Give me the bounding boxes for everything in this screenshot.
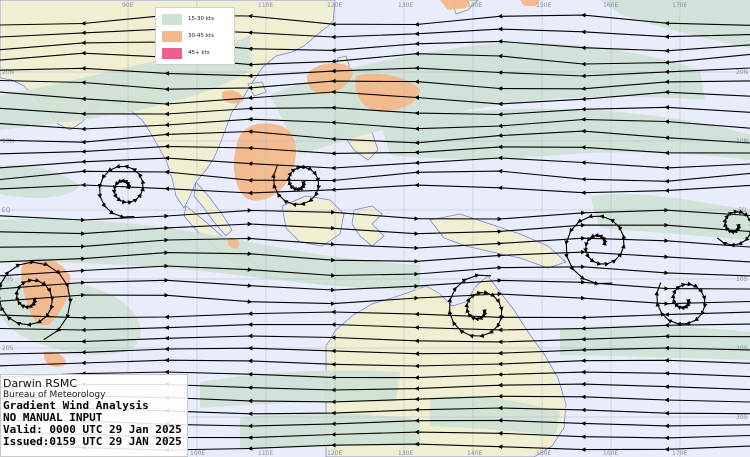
- lat-label-10s-right: 10S: [736, 276, 748, 283]
- streamline-circulation-south-china-sea: [271, 164, 322, 208]
- legend-item-15-30: 15-30 kts: [162, 13, 214, 25]
- lat-label-20s-right: 20S: [736, 345, 748, 352]
- lon-label-130e: 130E: [398, 2, 413, 9]
- longitude-labels-top: 90E 110E 120E 130E 140E 150E 160E 170E: [122, 2, 687, 9]
- legend-item-30-45: 30-45 kts: [162, 30, 214, 42]
- lon-label-140e-bottom: 140E: [467, 450, 482, 457]
- streamline-north-9: [0, 128, 750, 146]
- lon-label-110e-bottom: 110E: [258, 450, 273, 457]
- lon-label-170e-bottom: 170E: [672, 450, 687, 457]
- lat-label-10n-right: 10N: [736, 138, 748, 145]
- legend-label-15-30: 15-30 kts: [188, 16, 214, 22]
- product-title: Gradient Wind Analysis: [3, 399, 149, 412]
- lat-label-eq: EQ: [2, 207, 11, 214]
- streamlines-layer: [0, 12, 750, 453]
- lat-label-20n: 20N: [2, 69, 14, 76]
- streamline-north-1: [0, 26, 750, 40]
- lon-label-160e-bottom: 160E: [603, 450, 618, 457]
- streamline-north-2: [0, 39, 750, 54]
- lat-label-30s-right: 30S: [736, 414, 748, 421]
- streamline-south-25: [0, 357, 750, 369]
- streamline-circulation-coral-sea: [564, 213, 627, 286]
- legend-label-45-plus: 45+ kts: [188, 50, 210, 56]
- streamline-north-4: [0, 65, 750, 79]
- lon-label-140e: 140E: [467, 2, 482, 9]
- streamline-south-22: [0, 322, 750, 333]
- lon-label-110e: 110E: [258, 2, 273, 9]
- streamline-north-8: [0, 116, 750, 132]
- lat-label-20n-right: 20N: [736, 69, 748, 76]
- lon-label-120e-bottom: 120E: [327, 450, 342, 457]
- lat-label-20s: 20S: [2, 345, 14, 352]
- lon-label-170e: 170E: [672, 2, 687, 9]
- legend-swatch-45-plus: [162, 47, 182, 59]
- streamline-south-21: [0, 309, 750, 321]
- issuing-center: Darwin RSMC: [3, 377, 78, 390]
- streamline-equatorial-20: [0, 291, 750, 306]
- streamline-circulation-south-pacific: [654, 281, 708, 327]
- product-info-box: Darwin RSMC Bureau of Meteorology Gradie…: [0, 374, 188, 457]
- legend-swatch-15-30: [162, 13, 182, 25]
- streamline-south-24: [0, 345, 750, 357]
- streamline-north-10: [0, 144, 750, 156]
- lat-label-10n: 10N: [2, 138, 14, 145]
- longitude-labels-bottom: 100E 110E 120E 130E 140E 150E 160E 170E: [190, 450, 687, 457]
- wind-speed-legend: 15-30 kts 30-45 kts 45+ kts: [155, 7, 235, 65]
- streamline-cyclone-indian-ocean: [0, 259, 73, 341]
- lon-label-150e: 150E: [536, 2, 551, 9]
- streamline-circulation-north-australia: [447, 273, 505, 339]
- streamline-circulation-bay: [97, 163, 146, 219]
- streamline-north-6: [0, 89, 750, 107]
- streamline-south-23: [0, 333, 750, 345]
- lon-label-130e-bottom: 130E: [398, 450, 413, 457]
- streamline-north-7: [0, 105, 750, 117]
- valid-time: Valid: 0000 UTC 29 Jan 2025: [3, 423, 182, 436]
- streamline-south-26: [0, 369, 750, 380]
- legend-label-30-45: 30-45 kts: [188, 33, 214, 39]
- issued-time: Issued:0159 UTC 29 JAN 2025: [3, 435, 182, 448]
- streamline-north-0: [0, 12, 750, 27]
- streamline-circulation-east-edge: [716, 209, 750, 248]
- legend-item-45-plus: 45+ kts: [162, 47, 210, 59]
- lon-label-120e: 120E: [327, 2, 342, 9]
- streamline-north-11: [0, 155, 750, 171]
- legend-swatch-30-45: [162, 30, 182, 42]
- lon-label-150e-bottom: 150E: [536, 450, 551, 457]
- lon-label-90e: 90E: [122, 2, 134, 9]
- streamline-north-3: [0, 50, 750, 67]
- bureau-name: Bureau of Meteorology: [3, 390, 106, 400]
- streamline-north-5: [0, 78, 750, 92]
- lon-label-160e: 160E: [603, 2, 618, 9]
- input-status: NO MANUAL INPUT: [3, 411, 103, 424]
- lon-label-100e-bottom: 100E: [190, 450, 205, 457]
